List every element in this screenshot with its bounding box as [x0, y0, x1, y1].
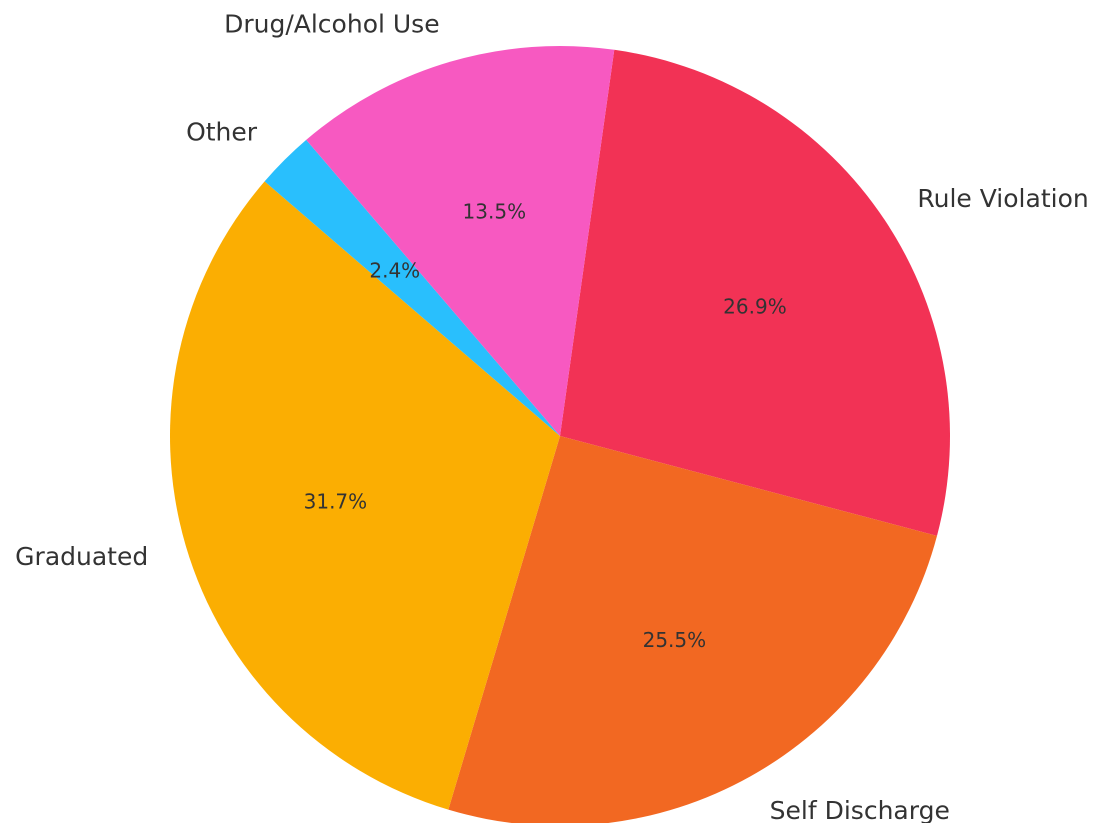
- pie-category-label-other: Other: [186, 118, 258, 147]
- pie-slice-rule-violation: [560, 49, 951, 536]
- pie-slices: [170, 46, 951, 823]
- pie-slice-drug-alcohol-use: [306, 46, 615, 436]
- pie-percent-label-graduated: 31.7%: [304, 490, 368, 514]
- pie-category-label-drug-alcohol-use: Drug/Alcohol Use: [224, 10, 440, 39]
- pie-category-label-graduated: Graduated: [15, 542, 148, 571]
- pie-slice-graduated: [170, 181, 560, 810]
- pie-percent-label-self-discharge: 25.5%: [643, 628, 707, 652]
- pie-slice-self-discharge: [448, 436, 937, 823]
- pie-slice-other: [264, 139, 560, 436]
- pie-percent-label-other: 2.4%: [369, 258, 420, 282]
- pie-percent-label-drug-alcohol-use: 13.5%: [463, 199, 527, 223]
- pie-category-label-self-discharge: Self Discharge: [770, 796, 950, 823]
- pie-category-label-rule-violation: Rule Violation: [917, 184, 1088, 213]
- pie-labels: 26.9% Rule Violation 25.5% Self Discharge 31…: [15, 10, 1089, 823]
- pie-percent-label-rule-violation: 26.9%: [723, 295, 787, 319]
